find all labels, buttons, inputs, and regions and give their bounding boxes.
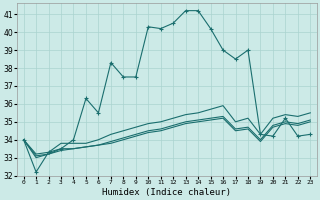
X-axis label: Humidex (Indice chaleur): Humidex (Indice chaleur)	[102, 188, 231, 197]
